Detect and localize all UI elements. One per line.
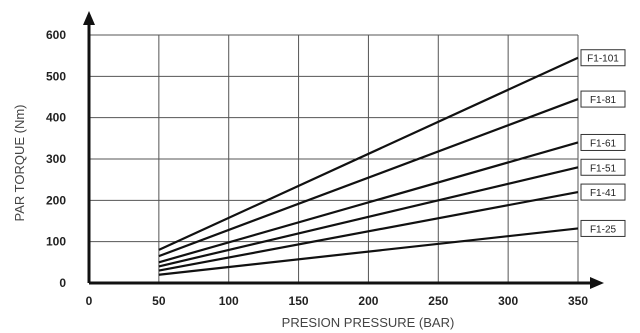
legend-text-F1-41: F1-41 <box>590 188 617 199</box>
legend-label-F1-61: F1-61 <box>580 133 626 151</box>
series-line-F1-25 <box>158 227 579 276</box>
x-tick-label-50: 50 <box>152 294 166 308</box>
y-axis-arrow <box>83 11 95 25</box>
y-tick-label-200: 200 <box>46 193 66 207</box>
legend: F1-101 F1-81 F1-61 F1-51 F1-41 F1-25 <box>580 49 626 237</box>
y-tick-label-0: 0 <box>59 276 66 290</box>
series-line-F1-61 <box>158 141 579 264</box>
legend-box-F1-51 <box>580 158 626 176</box>
x-axis-arrow <box>590 277 604 289</box>
legend-box-F1-81 <box>580 90 626 108</box>
legend-box-F1-61 <box>580 133 626 151</box>
tick-labels: 0 50 100 150 200 250 300 350 0 100 200 300 400 500 600 <box>46 28 588 308</box>
y-tick-label-300: 300 <box>46 152 66 166</box>
x-tick-label-350: 350 <box>568 294 588 308</box>
legend-text-F1-101: F1-101 <box>587 54 619 65</box>
x-tick-label-200: 200 <box>358 294 378 308</box>
y-tick-label-400: 400 <box>46 111 66 125</box>
x-tick-label-300: 300 <box>498 294 518 308</box>
y-tick-label-100: 100 <box>46 235 66 249</box>
legend-text-F1-61: F1-61 <box>590 138 617 149</box>
x-tick-label-150: 150 <box>289 294 309 308</box>
series-line-F1-101 <box>158 56 579 251</box>
series-lines <box>158 56 579 276</box>
legend-text-F1-81: F1-81 <box>590 95 617 106</box>
legend-label-F1-101: F1-101 <box>580 49 626 67</box>
legend-label-F1-51: F1-51 <box>580 158 626 176</box>
grid <box>89 34 579 283</box>
legend-label-F1-25: F1-25 <box>580 219 626 237</box>
axes <box>83 11 604 289</box>
series-line-F1-51 <box>158 166 579 268</box>
legend-box-F1-25 <box>580 219 626 237</box>
legend-text-F1-51: F1-51 <box>590 163 617 174</box>
x-tick-label-100: 100 <box>219 294 239 308</box>
series-line-F1-41 <box>158 190 579 272</box>
x-tick-label-250: 250 <box>428 294 448 308</box>
legend-box-F1-101 <box>580 49 626 67</box>
legend-text-F1-25: F1-25 <box>590 224 617 235</box>
y-tick-label-500: 500 <box>46 69 66 83</box>
y-axis-title: PAR TORQUE (Nm) <box>12 104 27 221</box>
series-line-F1-81 <box>158 98 579 258</box>
x-axis-title: PRESION PRESSURE (BAR) <box>282 315 455 330</box>
y-tick-label-600: 600 <box>46 28 66 42</box>
legend-box-F1-41 <box>580 183 626 201</box>
legend-label-F1-81: F1-81 <box>580 90 626 108</box>
x-tick-label-0: 0 <box>86 294 93 308</box>
legend-label-F1-41: F1-41 <box>580 183 626 201</box>
